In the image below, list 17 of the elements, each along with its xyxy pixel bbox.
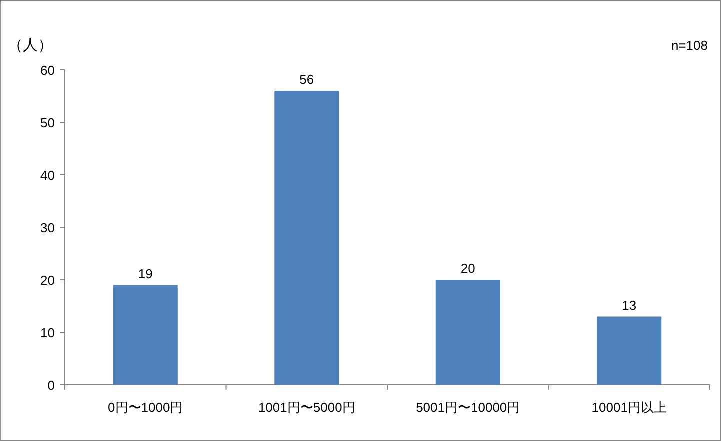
x-tick-label: 5001円〜10000円 bbox=[416, 400, 520, 415]
data-label: 56 bbox=[300, 72, 314, 87]
x-tick-label: 10001円以上 bbox=[592, 400, 667, 415]
x-tick-label: 1001円〜5000円 bbox=[258, 400, 356, 415]
y-tick-label: 50 bbox=[40, 116, 55, 130]
y-tick-label: 60 bbox=[40, 63, 55, 78]
data-label: 20 bbox=[460, 261, 476, 276]
y-tick-label: 10 bbox=[40, 326, 55, 340]
data-label: 13 bbox=[622, 298, 637, 313]
x-tick-label: 0円〜1000円 bbox=[108, 400, 184, 415]
y-tick-label: 30 bbox=[40, 220, 55, 236]
y-axis-title: （人） bbox=[8, 37, 53, 54]
y-tick-label: 0 bbox=[48, 378, 55, 393]
y-tick-label: 40 bbox=[40, 168, 55, 183]
data-label: 19 bbox=[138, 266, 153, 282]
text: n=108 bbox=[671, 38, 708, 53]
y-tick-label: 20 bbox=[40, 273, 55, 288]
